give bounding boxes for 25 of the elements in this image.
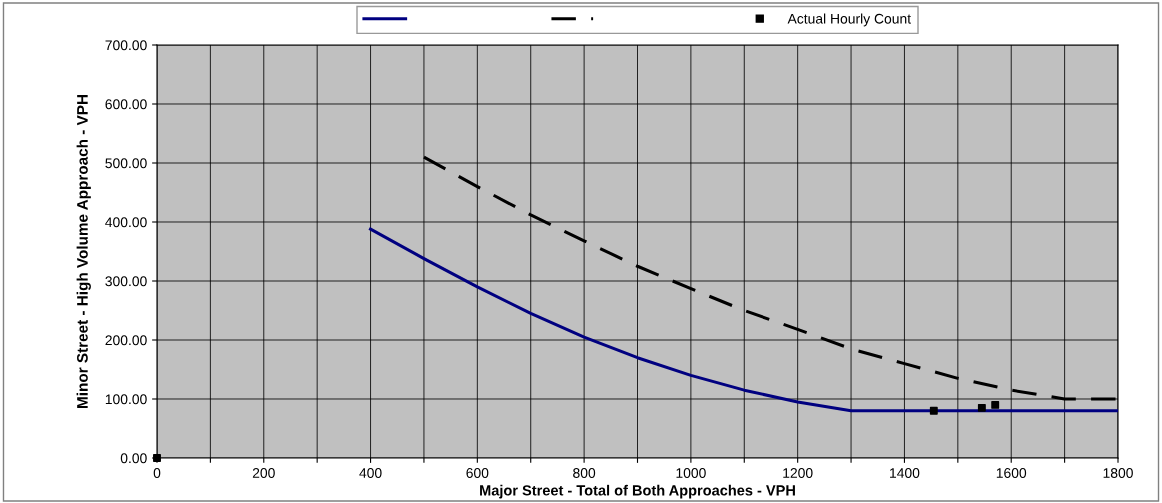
y-tick-label: 400.00 — [105, 217, 147, 228]
point — [929, 406, 938, 415]
y-axis-title: Minor Street - High Volume Approach - VPH — [76, 95, 91, 408]
y-tick-label: 700.00 — [105, 40, 147, 51]
y-tick-label: 0.00 — [120, 453, 147, 464]
x-tick-label: 1000 — [676, 468, 706, 478]
y-tick-label: 200.00 — [105, 335, 147, 346]
x-tick-label: 800 — [573, 468, 596, 478]
x-tick-label: 400 — [359, 468, 382, 478]
x-tick-label: 200 — [252, 468, 275, 478]
x-tick-label: 1400 — [890, 468, 920, 478]
line-series — [369, 227, 1118, 413]
y-tick-label: 300.00 — [105, 276, 147, 287]
y-tick-label: 500.00 — [105, 158, 147, 169]
x-tick-label: 0 — [153, 468, 161, 478]
x-tick-label: 1600 — [996, 468, 1027, 478]
x-axis-title: Major Street - Total of Both Approaches - VPH — [480, 484, 795, 499]
x-tick-label: 1800 — [1103, 468, 1133, 478]
point — [977, 403, 986, 412]
x-tick-label: 1200 — [783, 468, 813, 478]
x-tick-label: 600 — [466, 468, 489, 478]
y-tick-label: 600.00 — [105, 99, 147, 110]
y-tick-label: 100.00 — [105, 394, 147, 405]
point — [991, 400, 1000, 409]
legend-label: Actual Hourly Count — [787, 13, 911, 27]
